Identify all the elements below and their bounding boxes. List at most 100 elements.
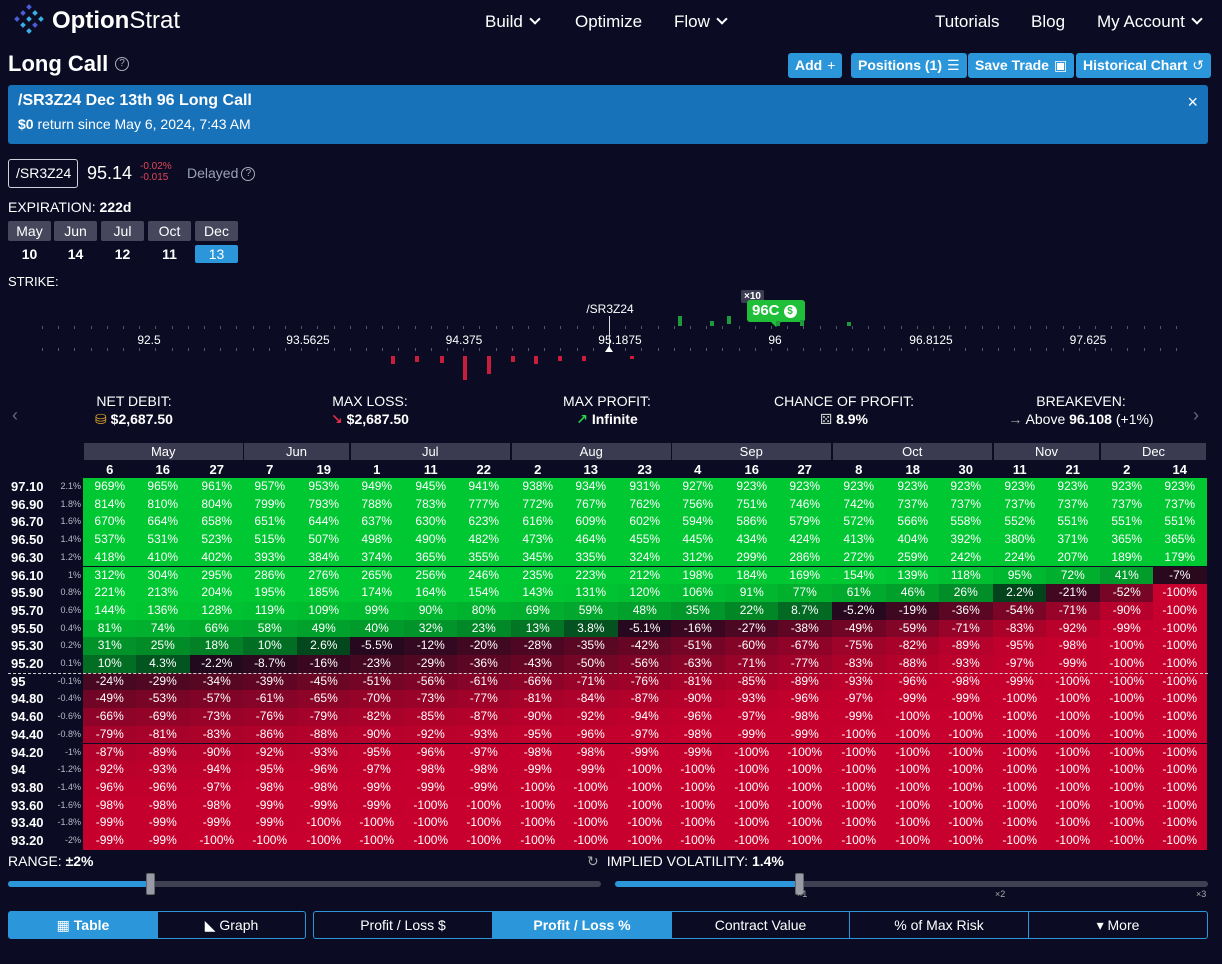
table-cell[interactable]: 586% <box>725 513 779 532</box>
table-cell[interactable]: -35% <box>564 637 618 655</box>
table-cell[interactable]: -97% <box>350 761 404 779</box>
table-cell[interactable]: -98% <box>778 708 832 726</box>
table-cell[interactable]: -100% <box>725 832 779 850</box>
table-cell[interactable]: -16% <box>297 655 351 673</box>
table-cell[interactable]: -100% <box>564 814 618 832</box>
table-cell[interactable]: -82% <box>886 637 940 655</box>
table-cell[interactable]: -100% <box>1100 725 1154 744</box>
table-cell[interactable]: -98% <box>939 672 993 691</box>
table-cell[interactable]: 799% <box>243 495 297 514</box>
table-cell[interactable]: -100% <box>618 761 672 779</box>
table-cell[interactable]: -59% <box>886 619 940 638</box>
expiration-day[interactable]: 12 <box>114 246 131 262</box>
table-cell[interactable]: 923% <box>725 478 779 496</box>
table-cell[interactable]: -100% <box>832 778 886 797</box>
table-cell[interactable]: 579% <box>778 513 832 532</box>
table-cell[interactable]: -51% <box>350 672 404 691</box>
table-cell[interactable]: -100% <box>457 832 511 850</box>
table-cell[interactable]: -100% <box>993 814 1047 832</box>
table-cell[interactable]: -42% <box>618 637 672 655</box>
table-cell[interactable]: 637% <box>350 513 404 532</box>
table-cell[interactable]: -71% <box>1046 601 1100 620</box>
table-cell[interactable]: 3.8% <box>564 619 618 638</box>
table-cell[interactable]: -99% <box>725 725 779 744</box>
table-cell[interactable]: -99% <box>83 814 137 832</box>
table-cell[interactable]: 953% <box>297 478 351 496</box>
table-cell[interactable]: -100% <box>1046 778 1100 797</box>
table-cell[interactable]: -61% <box>243 690 297 709</box>
table-cell[interactable]: -100% <box>618 832 672 850</box>
tab-graph[interactable]: ◣ Graph <box>157 911 306 939</box>
table-cell[interactable]: 923% <box>886 478 940 496</box>
table-cell[interactable]: -100% <box>1046 761 1100 779</box>
table-cell[interactable]: 295% <box>190 566 244 585</box>
table-cell[interactable]: -49% <box>83 690 137 709</box>
table-cell[interactable]: -76% <box>243 708 297 726</box>
table-cell[interactable]: -8.7% <box>243 655 297 673</box>
table-cell[interactable]: -61% <box>457 672 511 691</box>
table-cell[interactable]: -100% <box>1100 655 1154 673</box>
table-cell[interactable]: -97% <box>618 725 672 744</box>
table-cell[interactable]: -98% <box>83 796 137 815</box>
table-cell[interactable]: -89% <box>136 743 190 762</box>
table-cell[interactable]: -43% <box>511 655 565 673</box>
table-cell[interactable]: -100% <box>1153 584 1207 602</box>
table-cell[interactable]: 312% <box>83 566 137 585</box>
table-cell[interactable]: 4.3% <box>136 655 190 673</box>
table-cell[interactable]: -100% <box>778 814 832 832</box>
table-cell[interactable]: 106% <box>671 584 725 602</box>
table-cell[interactable]: -100% <box>939 725 993 744</box>
table-cell[interactable]: -81% <box>511 690 565 709</box>
table-cell[interactable]: -45% <box>297 672 351 691</box>
table-cell[interactable]: -96% <box>83 778 137 797</box>
tab-profit-loss-percent[interactable]: Profit / Loss % <box>492 911 672 939</box>
table-cell[interactable]: -29% <box>136 672 190 691</box>
table-cell[interactable]: -92% <box>1046 619 1100 638</box>
table-cell[interactable]: 664% <box>136 513 190 532</box>
iv-slider-track[interactable] <box>615 881 1208 887</box>
table-cell[interactable]: -100% <box>1100 708 1154 726</box>
table-cell[interactable]: 69% <box>511 601 565 620</box>
expiration-month[interactable]: May <box>8 221 51 241</box>
table-cell[interactable]: 737% <box>1153 495 1207 514</box>
save-trade-button[interactable]: Save Trade ▣ <box>968 53 1075 78</box>
table-cell[interactable]: -100% <box>886 761 940 779</box>
table-cell[interactable]: -98% <box>136 796 190 815</box>
table-cell[interactable]: 174% <box>350 584 404 602</box>
table-cell[interactable]: -84% <box>564 690 618 709</box>
table-cell[interactable]: -100% <box>939 761 993 779</box>
table-cell[interactable]: 35% <box>671 601 725 620</box>
table-cell[interactable]: 594% <box>671 513 725 532</box>
table-cell[interactable]: 22% <box>725 601 779 620</box>
table-cell[interactable]: 482% <box>457 531 511 549</box>
table-cell[interactable]: -39% <box>243 672 297 691</box>
table-cell[interactable]: -93% <box>832 672 886 691</box>
table-cell[interactable]: 923% <box>1153 478 1207 496</box>
table-cell[interactable]: -79% <box>297 708 351 726</box>
table-cell[interactable]: -5.5% <box>350 637 404 655</box>
table-cell[interactable]: -100% <box>993 708 1047 726</box>
table-cell[interactable]: -93% <box>725 690 779 709</box>
table-cell[interactable]: -28% <box>511 637 565 655</box>
table-cell[interactable]: 418% <box>83 548 137 567</box>
table-cell[interactable]: 537% <box>83 531 137 549</box>
table-cell[interactable]: -76% <box>618 672 672 691</box>
table-cell[interactable]: -75% <box>832 637 886 655</box>
table-cell[interactable]: -95% <box>511 725 565 744</box>
table-cell[interactable]: -100% <box>886 708 940 726</box>
table-cell[interactable]: -100% <box>886 743 940 762</box>
table-cell[interactable]: -100% <box>1046 796 1100 815</box>
expiration-month[interactable]: Oct <box>148 221 191 241</box>
table-cell[interactable]: -87% <box>83 743 137 762</box>
table-cell[interactable]: -99% <box>243 796 297 815</box>
table-cell[interactable]: -100% <box>725 796 779 815</box>
table-cell[interactable]: -50% <box>564 655 618 673</box>
table-cell[interactable]: -100% <box>1100 761 1154 779</box>
table-cell[interactable]: 756% <box>671 495 725 514</box>
table-cell[interactable]: -90% <box>671 690 725 709</box>
table-cell[interactable]: -66% <box>83 708 137 726</box>
table-cell[interactable]: -100% <box>297 814 351 832</box>
nav-my-account[interactable]: My Account <box>1097 12 1203 32</box>
table-cell[interactable]: -98% <box>243 778 297 797</box>
table-cell[interactable]: -99% <box>832 708 886 726</box>
